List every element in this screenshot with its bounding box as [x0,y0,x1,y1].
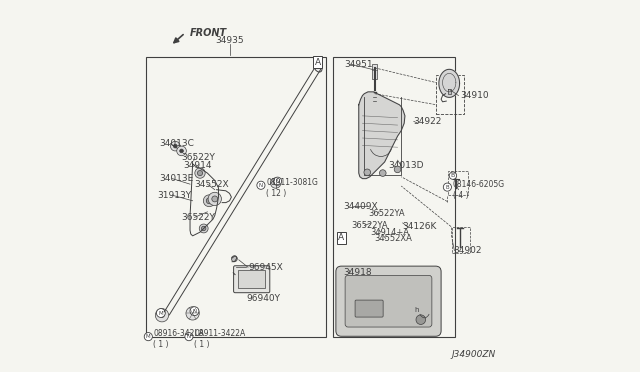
Text: B: B [451,173,455,178]
Text: N: N [259,183,263,188]
Circle shape [177,146,186,156]
Circle shape [156,309,168,322]
Text: J34900ZN: J34900ZN [451,350,495,359]
Text: 31913Y: 31913Y [157,191,191,200]
Bar [452,227,470,253]
Circle shape [202,226,206,231]
Circle shape [170,141,180,151]
Text: h: h [415,307,419,314]
Bar [436,75,464,114]
FancyBboxPatch shape [345,275,432,327]
Text: 34013D: 34013D [388,161,424,170]
Circle shape [380,170,386,176]
Circle shape [156,309,165,317]
Text: 08146-6205G
( 4 ): 08146-6205G ( 4 ) [452,180,505,200]
Circle shape [160,313,164,317]
Circle shape [186,307,199,320]
Polygon shape [439,69,460,97]
Bar [448,89,451,94]
Bar [372,64,377,79]
Text: N: N [187,334,191,339]
Text: 34013C: 34013C [159,139,195,148]
Circle shape [197,170,203,176]
Text: 34902: 34902 [454,246,482,255]
Text: A: A [315,58,321,67]
Text: 34126K: 34126K [403,222,437,231]
Text: 08911-3422A
( 1 ): 08911-3422A ( 1 ) [194,329,245,349]
Text: 34910: 34910 [460,91,489,100]
Text: N: N [193,309,196,314]
Text: 34914: 34914 [184,161,212,170]
Circle shape [208,192,221,206]
Text: M: M [146,334,150,339]
Circle shape [273,177,282,185]
Circle shape [257,181,265,189]
Bar [333,57,455,337]
Text: 36522Y: 36522Y [182,213,216,222]
Text: 08916-342LA
( 1 ): 08916-342LA ( 1 ) [154,329,205,349]
Ellipse shape [314,64,322,72]
FancyBboxPatch shape [336,266,441,336]
Text: 34409X: 34409X [343,202,378,211]
Text: 36522YA: 36522YA [369,209,405,218]
Text: 34914+A: 34914+A [370,228,409,237]
Circle shape [274,181,278,185]
Text: N: N [275,179,280,184]
Bar [238,270,266,288]
FancyBboxPatch shape [234,266,270,293]
Text: 34552X: 34552X [195,180,229,189]
Circle shape [185,333,193,341]
Text: 34935: 34935 [215,36,244,45]
Text: 36522YA: 36522YA [351,221,388,230]
Bar [449,171,468,195]
Text: 34013E: 34013E [159,174,194,183]
Text: 34922: 34922 [413,117,442,126]
Text: A: A [339,233,344,242]
FancyBboxPatch shape [355,300,383,317]
Circle shape [190,307,199,315]
Text: 34951: 34951 [344,60,372,69]
Circle shape [394,166,401,173]
Text: 36522Y: 36522Y [182,153,216,162]
Circle shape [449,172,456,179]
Circle shape [271,178,281,188]
Text: B: B [445,185,449,190]
Text: 34918: 34918 [343,268,371,277]
Circle shape [173,144,177,148]
Circle shape [206,198,212,204]
Text: 96940Y: 96940Y [246,294,280,303]
Circle shape [364,169,371,176]
Circle shape [416,315,426,324]
Text: 34552XA: 34552XA [374,234,412,243]
Circle shape [180,149,184,153]
Circle shape [232,256,237,262]
Circle shape [144,333,152,341]
Text: 96945X: 96945X [248,263,283,272]
Bar [147,57,326,337]
Text: FRONT: FRONT [190,28,227,38]
Circle shape [212,196,218,202]
Circle shape [444,183,451,191]
Circle shape [199,224,208,233]
Circle shape [204,195,215,207]
Text: M: M [159,311,163,315]
Polygon shape [359,92,405,179]
Text: 08911-3081G
( 12 ): 08911-3081G ( 12 ) [266,178,318,198]
Circle shape [195,168,205,178]
